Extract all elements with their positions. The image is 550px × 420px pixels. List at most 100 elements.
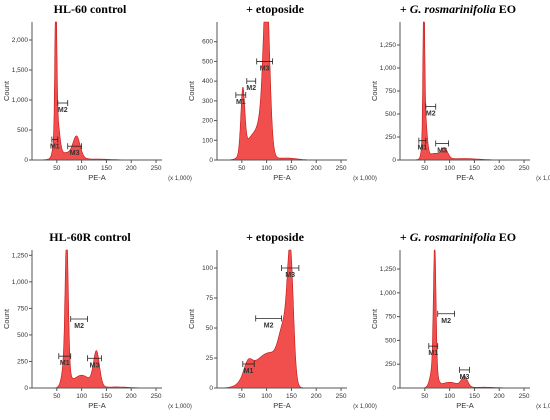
x-tick-label: 50 [238,393,246,400]
gate-marker-m3: M3 [87,355,102,369]
histogram-area [217,249,347,389]
gate-label: M3 [437,147,447,154]
x-tick-label: 100 [76,165,87,172]
gate-label: M1 [236,99,246,106]
y-tick-label: 1,250 [380,42,397,49]
gate-marker-m3: M3 [67,143,83,157]
x-tick-label: 250 [151,393,162,400]
gate-label: M1 [417,145,427,152]
panel-title: + etoposide [246,2,304,16]
x-axis-label: PE-A [456,173,474,182]
x-tick-label: 150 [286,165,297,172]
histogram-area [400,21,530,161]
gate-label: M2 [426,111,436,118]
y-tick-label: 750 [385,88,396,95]
gate-marker-m1: M1 [50,136,60,151]
gate-marker-m3: M3 [435,140,450,154]
title-suffix: EO [495,2,517,16]
gate-label: M2 [441,318,451,325]
y-tick-label: 500 [385,111,396,118]
panel-title: HL-60 control [53,2,127,16]
y-tick-label: 75 [206,295,214,302]
gate-label: M1 [50,144,60,151]
gate-label: M2 [264,322,274,329]
gate-marker-m1: M1 [58,353,72,367]
gate-label: M3 [460,374,470,381]
gate-label: M1 [60,360,70,367]
y-tick-label: 200 [202,118,213,125]
y-tick-label: 1,250 [380,266,397,273]
x-axis-label: PE-A [456,401,474,410]
x-tick-label: 50 [421,165,429,172]
histogram-chart: 0 250 500 750 1,000 1,250 50 100 150 200 250 PE-A (x… [370,21,550,182]
y-axis-label: Count [370,80,379,101]
y-tick-label: 0 [209,157,213,164]
x-axis-label: PE-A [273,401,291,410]
gate-label: M1 [244,368,254,375]
y-tick-label: 100 [202,265,213,272]
histogram-panel-hl60r-etoposide: + etoposide 0 25 50 75 100 50 100 150 200 250 PE-A… [185,230,377,420]
gate-label: M3 [90,362,100,369]
histogram-chart: 0 25 50 75 100 50 100 150 200 250 PE-A (x 1,000) Cou… [187,249,377,410]
gate-marker-m1: M1 [242,361,255,375]
y-tick-label: 25 [206,355,214,362]
histogram-area [217,21,347,161]
y-tick-label: 750 [17,305,28,312]
x-tick-label: 100 [261,165,272,172]
y-tick-label: 100 [202,137,213,144]
y-tick-label: 1,000 [380,290,397,297]
x-axis-multiplier: (x 1,000) [536,176,550,182]
x-tick-label: 100 [444,165,455,172]
x-axis-multiplier: (x 1,000) [353,404,377,410]
x-axis-multiplier: (x 1,000) [536,404,550,410]
y-tick-label: 0 [24,385,28,392]
gate-marker-m1: M1 [428,343,438,357]
histogram-panel-hl60-control: HL-60 control 0 500 1,000 1,500 2,000 50 100 15… [0,2,192,192]
y-tick-label: 250 [17,358,28,365]
x-tick-label: 200 [126,393,137,400]
y-tick-label: 500 [385,337,396,344]
gate-marker-m3: M3 [281,265,300,279]
title-prefix: + [399,2,410,16]
histogram-panel-hl60-eo: + G. rosmarinifolia EO 0 250 500 750 1,000 1,… [368,2,550,192]
y-axis-label: Count [2,80,11,101]
panel-title: + etoposide [246,230,304,244]
gate-marker-m1: M1 [235,91,247,106]
x-axis-multiplier: (x 1,000) [168,404,192,410]
x-axis-label: PE-A [88,173,106,182]
y-axis-label: Count [187,308,196,329]
y-tick-label: 750 [385,314,396,321]
gate-label: M2 [58,107,68,114]
y-tick-label: 0 [209,385,213,392]
gate-marker-m2: M2 [425,103,437,118]
y-tick-label: 600 [202,39,213,46]
x-tick-label: 150 [101,393,112,400]
histogram-area [400,249,530,389]
y-tick-label: 1,000 [380,65,397,72]
gate-marker-m3: M3 [256,58,273,72]
gate-marker-m2: M2 [57,100,69,114]
y-tick-label: 400 [202,78,213,85]
gate-label: M3 [285,272,295,279]
x-tick-label: 200 [494,393,505,400]
y-tick-label: 300 [202,98,213,105]
gate-marker-m2: M2 [246,78,256,92]
y-tick-label: 1,500 [12,67,29,74]
gate-label: M3 [70,150,80,157]
y-tick-label: 1,250 [12,252,29,259]
y-tick-label: 0 [392,385,396,392]
gate-marker-m2: M2 [255,315,282,329]
y-tick-label: 50 [206,325,214,332]
x-tick-label: 150 [286,393,297,400]
x-tick-label: 50 [53,165,61,172]
title-species: G. rosmarinifolia [409,230,496,244]
y-tick-label: 250 [385,361,396,368]
title-prefix: + [399,230,410,244]
x-tick-label: 50 [421,393,429,400]
y-tick-label: 0 [24,157,28,164]
gate-marker-m1: M1 [417,137,427,152]
gate-label: M2 [246,85,256,92]
y-axis-label: Count [370,308,379,329]
x-tick-label: 250 [151,165,162,172]
x-tick-label: 100 [76,393,87,400]
